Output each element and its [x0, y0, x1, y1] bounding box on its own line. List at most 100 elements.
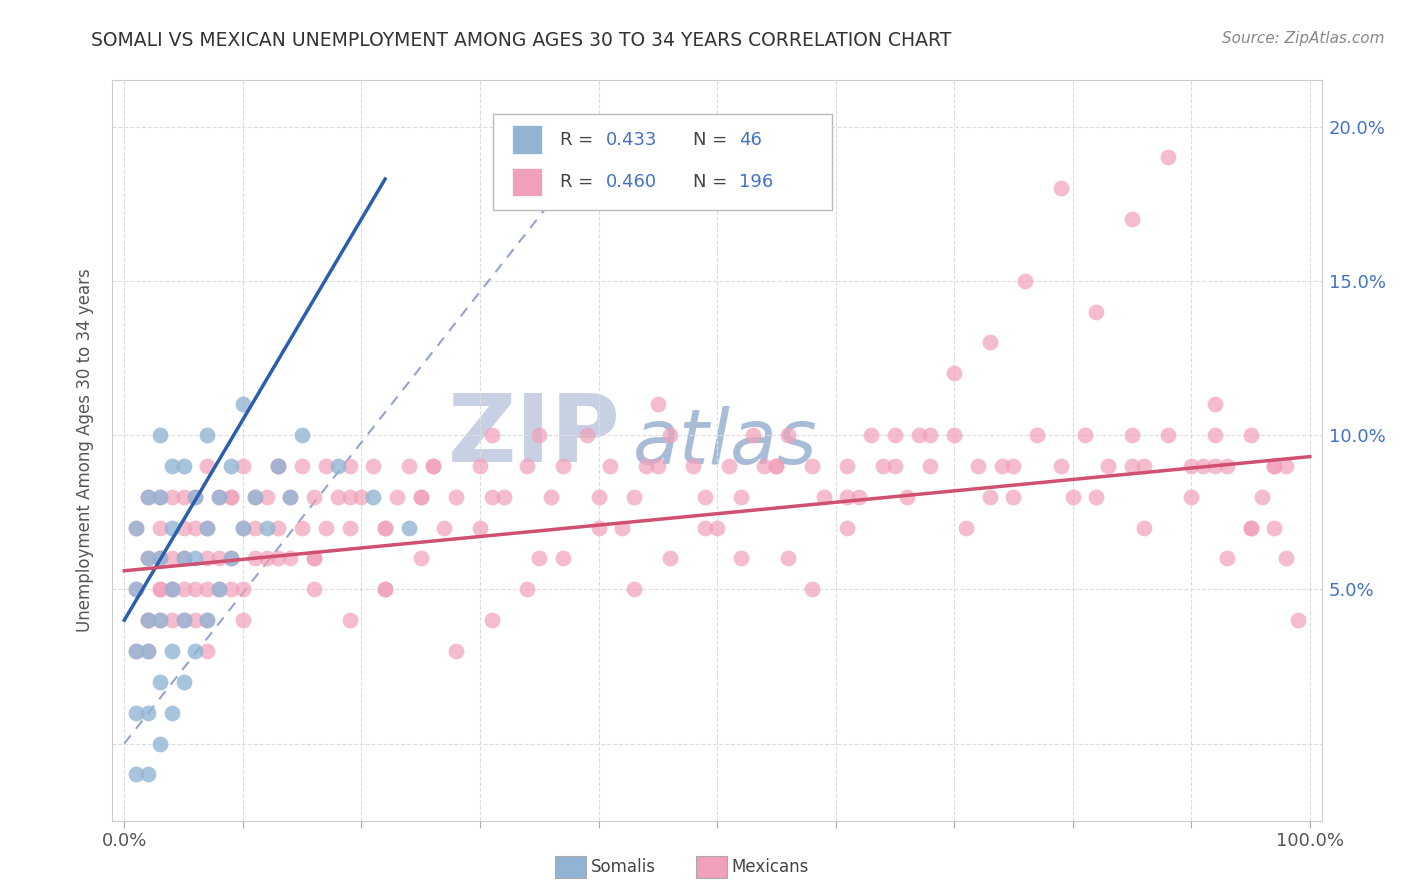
- Point: [136, 613, 159, 627]
- Point: [623, 582, 645, 597]
- Point: [160, 490, 183, 504]
- Point: [634, 458, 657, 473]
- Point: [160, 644, 183, 658]
- Point: [1251, 490, 1274, 504]
- Point: [160, 613, 183, 627]
- Point: [184, 490, 207, 504]
- Point: [136, 613, 159, 627]
- Point: [1192, 458, 1215, 473]
- Point: [219, 551, 242, 566]
- Point: [160, 458, 183, 473]
- Point: [872, 458, 894, 473]
- Point: [422, 458, 444, 473]
- Point: [896, 490, 918, 504]
- Point: [208, 490, 231, 504]
- Point: [208, 490, 231, 504]
- Point: [361, 458, 384, 473]
- Point: [302, 551, 325, 566]
- Point: [173, 674, 195, 689]
- Point: [1121, 428, 1143, 442]
- Point: [278, 490, 301, 504]
- Point: [1263, 458, 1285, 473]
- Point: [256, 520, 278, 534]
- Point: [1156, 150, 1178, 164]
- Y-axis label: Unemployment Among Ages 30 to 34 years: Unemployment Among Ages 30 to 34 years: [76, 268, 94, 632]
- Point: [1239, 520, 1261, 534]
- Point: [136, 551, 159, 566]
- Point: [647, 397, 669, 411]
- Point: [326, 458, 349, 473]
- Point: [1050, 458, 1073, 473]
- Point: [195, 551, 218, 566]
- Point: [730, 551, 752, 566]
- Point: [184, 613, 207, 627]
- Point: [907, 428, 929, 442]
- Point: [446, 490, 468, 504]
- Point: [765, 458, 787, 473]
- Point: [848, 490, 870, 504]
- Text: Somalis: Somalis: [591, 858, 655, 876]
- Point: [529, 428, 551, 442]
- Text: atlas: atlas: [633, 406, 817, 480]
- Point: [125, 582, 148, 597]
- Point: [302, 551, 325, 566]
- Text: 46: 46: [738, 130, 762, 148]
- Point: [195, 458, 218, 473]
- Point: [540, 490, 562, 504]
- Point: [1062, 490, 1084, 504]
- Point: [1097, 458, 1119, 473]
- Point: [385, 490, 408, 504]
- Point: [291, 458, 314, 473]
- Point: [409, 490, 432, 504]
- Text: N =: N =: [693, 130, 733, 148]
- Point: [1286, 613, 1309, 627]
- Point: [302, 490, 325, 504]
- Point: [339, 613, 361, 627]
- Point: [149, 613, 172, 627]
- Point: [136, 644, 159, 658]
- Point: [125, 582, 148, 597]
- Point: [1002, 458, 1025, 473]
- Point: [374, 582, 396, 597]
- Point: [398, 520, 420, 534]
- Point: [374, 582, 396, 597]
- Point: [695, 520, 717, 534]
- Point: [149, 520, 172, 534]
- Point: [339, 458, 361, 473]
- Point: [208, 582, 231, 597]
- Point: [374, 520, 396, 534]
- Point: [160, 551, 183, 566]
- Point: [658, 428, 681, 442]
- Point: [243, 551, 266, 566]
- Point: [588, 520, 610, 534]
- Point: [1050, 181, 1073, 195]
- Point: [149, 490, 172, 504]
- Point: [267, 458, 290, 473]
- Point: [173, 551, 195, 566]
- Point: [160, 582, 183, 597]
- Point: [446, 644, 468, 658]
- Point: [243, 520, 266, 534]
- Point: [706, 520, 728, 534]
- Point: [741, 428, 763, 442]
- Point: [326, 490, 349, 504]
- Point: [516, 458, 538, 473]
- Point: [361, 490, 384, 504]
- Point: [920, 458, 942, 473]
- Point: [291, 428, 314, 442]
- Point: [173, 551, 195, 566]
- Point: [243, 490, 266, 504]
- Point: [232, 520, 254, 534]
- Point: [208, 582, 231, 597]
- Point: [1216, 458, 1239, 473]
- Text: Mexicans: Mexicans: [731, 858, 808, 876]
- FancyBboxPatch shape: [512, 168, 541, 195]
- Point: [256, 551, 278, 566]
- Point: [647, 458, 669, 473]
- Point: [1275, 551, 1298, 566]
- Point: [136, 767, 159, 781]
- Point: [990, 458, 1012, 473]
- Point: [1204, 397, 1226, 411]
- Point: [195, 613, 218, 627]
- Point: [136, 613, 159, 627]
